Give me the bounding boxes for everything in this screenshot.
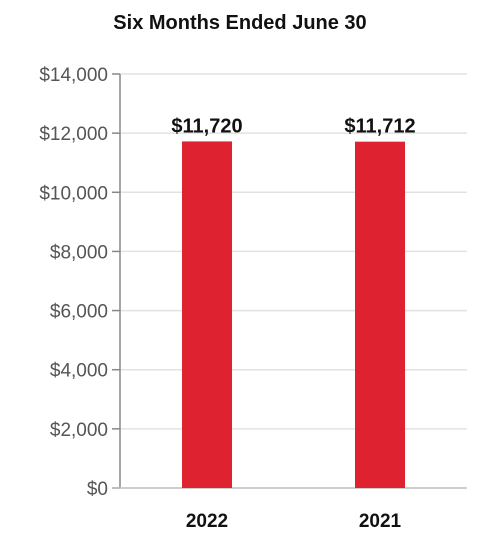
bar — [182, 141, 232, 488]
y-tick-label: $8,000 — [50, 242, 108, 263]
y-tick-label: $4,000 — [50, 361, 108, 382]
data-label: $11,720 — [171, 115, 242, 137]
y-tick-label: $6,000 — [50, 302, 108, 323]
x-category-label: 2022 — [186, 511, 228, 532]
bar — [355, 141, 405, 488]
chart-title: Six Months Ended June 30 — [113, 12, 367, 34]
x-category-label: 2021 — [359, 511, 402, 532]
y-tick-label: $0 — [87, 479, 108, 500]
y-tick-label: $14,000 — [39, 65, 108, 86]
y-tick-label: $2,000 — [50, 420, 108, 441]
y-tick-label: $10,000 — [39, 183, 108, 204]
y-tick-label: $12,000 — [39, 124, 108, 145]
data-label: $11,712 — [344, 116, 415, 138]
